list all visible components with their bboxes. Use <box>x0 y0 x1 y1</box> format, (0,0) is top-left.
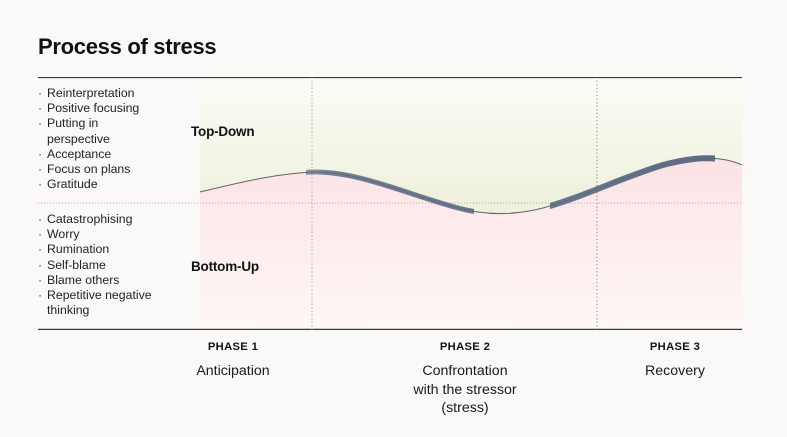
list-item: · Blame others <box>38 272 120 287</box>
phase-number: PHASE 3 <box>649 341 701 353</box>
phase-2-block: PHASE 2 Confrontation with the stressor … <box>370 341 560 418</box>
phase-name: Confrontation with the stressor (stress) <box>413 363 517 416</box>
list-item: · Focus on plans <box>38 162 131 177</box>
bullet-icon: · <box>38 86 43 100</box>
chart-svg <box>38 77 742 330</box>
list-item: · Putting in perspective <box>38 116 110 146</box>
highlight-ascending <box>550 155 715 210</box>
list-item: · Catastrophising <box>38 212 133 226</box>
phase-number: PHASE 1 <box>207 341 259 353</box>
phase-1-block: PHASE 1 Anticipation <box>138 341 328 381</box>
zone-label-top-down: Top-Down <box>191 124 255 139</box>
bullet-icon: · <box>38 146 43 161</box>
list-item: · Self-blame <box>38 257 106 272</box>
bullet-icon: · <box>38 162 43 177</box>
list-item: · Rumination <box>38 242 110 257</box>
top-down-strategy-list: · Reinterpretation · Positive focusing · Pu… <box>38 86 139 192</box>
bullet-icon: · <box>38 101 43 116</box>
bottom-up-items: · Catastrophising · Worry · Rumination · Sel… <box>38 212 152 318</box>
bullet-icon: · <box>38 177 43 192</box>
list-item: · Positive focusing <box>38 101 140 116</box>
page-title: Process of stress <box>38 34 217 59</box>
zone-label-bottom-up: Bottom-Up <box>191 259 259 274</box>
bullet-icon: · <box>38 212 43 226</box>
stress-process-chart <box>38 77 742 330</box>
phase-name: Anticipation <box>196 363 270 379</box>
bullet-icon: · <box>38 227 43 242</box>
list-item: · Repetitive negative thinking <box>38 288 152 318</box>
bullet-icon: · <box>38 288 43 303</box>
bullet-icon: · <box>38 242 43 257</box>
top-down-items: · Reinterpretation · Positive focusing · Pu… <box>38 86 139 192</box>
list-item: · Reinterpretation <box>38 86 135 100</box>
bullet-icon: · <box>38 116 43 131</box>
list-item: · Gratitude <box>38 177 98 192</box>
bullet-icon: · <box>38 272 43 287</box>
phase-name: Recovery <box>645 363 705 379</box>
bullet-icon: · <box>38 257 43 272</box>
phase-number: PHASE 2 <box>439 341 491 353</box>
list-item: · Worry <box>38 227 80 242</box>
list-item: · Acceptance <box>38 146 112 161</box>
phase-3-block: PHASE 3 Recovery <box>580 341 770 381</box>
bottom-up-strategy-list: · Catastrophising · Worry · Rumination · Sel… <box>38 212 152 318</box>
